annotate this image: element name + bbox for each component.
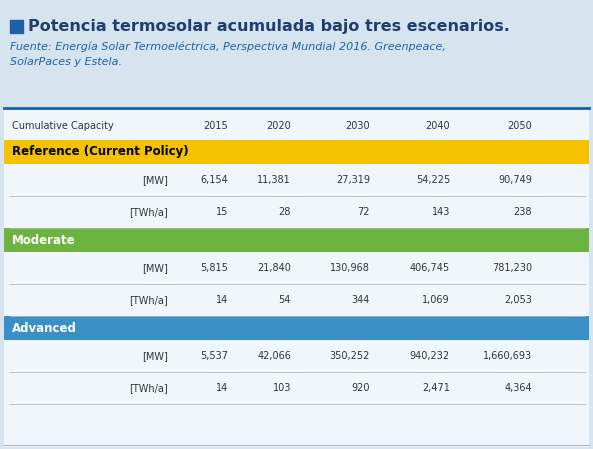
Text: 28: 28	[279, 207, 291, 217]
Text: 5,815: 5,815	[200, 263, 228, 273]
Text: 2,053: 2,053	[504, 295, 532, 305]
Text: 920: 920	[352, 383, 370, 393]
Text: 2030: 2030	[345, 121, 370, 131]
Text: 54: 54	[279, 295, 291, 305]
Text: [MW]: [MW]	[142, 175, 168, 185]
Text: [TWh/a]: [TWh/a]	[129, 295, 168, 305]
Text: [TWh/a]: [TWh/a]	[129, 383, 168, 393]
Text: 42,066: 42,066	[257, 351, 291, 361]
Text: 130,968: 130,968	[330, 263, 370, 273]
Text: 2015: 2015	[203, 121, 228, 131]
Text: [MW]: [MW]	[142, 351, 168, 361]
Text: 781,230: 781,230	[492, 263, 532, 273]
Bar	[4, 316, 589, 340]
Text: Cumulative Capacity: Cumulative Capacity	[12, 121, 114, 131]
Text: 1,069: 1,069	[422, 295, 450, 305]
Text: 2040: 2040	[425, 121, 450, 131]
Text: 103: 103	[273, 383, 291, 393]
Text: 406,745: 406,745	[410, 263, 450, 273]
Text: 2050: 2050	[507, 121, 532, 131]
Text: 940,232: 940,232	[410, 351, 450, 361]
Text: 11,381: 11,381	[257, 175, 291, 185]
Text: SolarPaces y Estela.: SolarPaces y Estela.	[10, 57, 122, 67]
Text: 6,154: 6,154	[200, 175, 228, 185]
Text: 27,319: 27,319	[336, 175, 370, 185]
Bar	[4, 140, 589, 164]
Text: Reference (Current Policy): Reference (Current Policy)	[12, 145, 189, 158]
Text: 14: 14	[216, 295, 228, 305]
Text: 72: 72	[358, 207, 370, 217]
Text: 143: 143	[432, 207, 450, 217]
Bar	[4, 110, 589, 447]
Bar	[4, 228, 589, 252]
Text: 5,537: 5,537	[200, 351, 228, 361]
Text: 90,749: 90,749	[498, 175, 532, 185]
Text: Potencia termosolar acumulada bajo tres escenarios.: Potencia termosolar acumulada bajo tres …	[28, 18, 510, 34]
Bar	[10, 19, 23, 32]
Text: [TWh/a]: [TWh/a]	[129, 207, 168, 217]
Text: 15: 15	[216, 207, 228, 217]
Text: 2020: 2020	[266, 121, 291, 131]
Text: 350,252: 350,252	[330, 351, 370, 361]
Text: 238: 238	[514, 207, 532, 217]
Text: 21,840: 21,840	[257, 263, 291, 273]
Text: 1,660,693: 1,660,693	[483, 351, 532, 361]
Text: Fuente: Energía Solar Termoeléctrica, Perspectiva Mundial 2016. Greenpeace,: Fuente: Energía Solar Termoeléctrica, Pe…	[10, 42, 446, 53]
Text: 344: 344	[352, 295, 370, 305]
Text: Advanced: Advanced	[12, 321, 77, 335]
Text: 14: 14	[216, 383, 228, 393]
Text: 54,225: 54,225	[416, 175, 450, 185]
Text: [MW]: [MW]	[142, 263, 168, 273]
Text: Moderate: Moderate	[12, 233, 76, 247]
Text: 2,471: 2,471	[422, 383, 450, 393]
Text: 4,364: 4,364	[505, 383, 532, 393]
